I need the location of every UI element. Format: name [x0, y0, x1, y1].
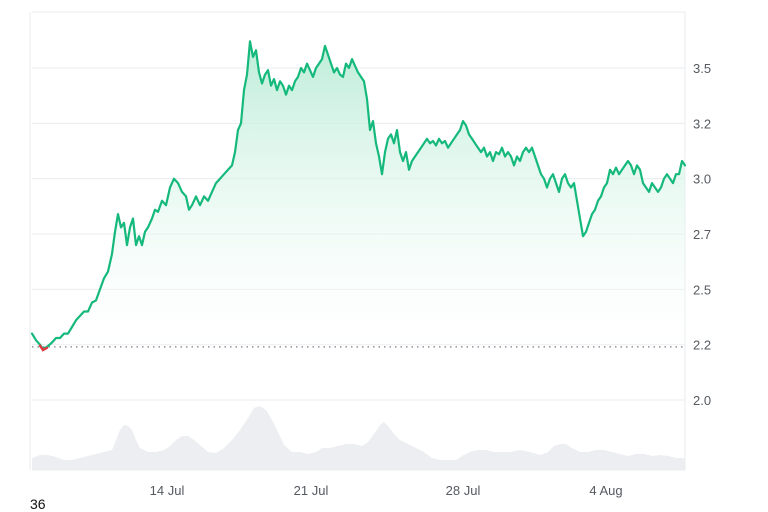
y-tick-label: 2.0 — [693, 393, 711, 408]
corner-label: 36 — [30, 496, 46, 512]
x-tick-label: 4 Aug — [589, 483, 622, 498]
x-tick-label: 14 Jul — [150, 483, 185, 498]
x-tick-label: 28 Jul — [446, 483, 481, 498]
volume-area — [32, 406, 685, 470]
start-point-marker — [38, 344, 49, 352]
y-tick-label: 3.2 — [693, 116, 711, 131]
volume-path — [32, 406, 685, 470]
y-tick-label: 2.2 — [693, 338, 711, 353]
y-tick-label: 3.5 — [693, 61, 711, 76]
x-tick-label: 21 Jul — [294, 483, 329, 498]
y-tick-label: 2.5 — [693, 282, 711, 297]
area-path — [32, 41, 685, 350]
price-line-path — [30, 40, 687, 351]
y-tick-label: 2.7 — [693, 227, 711, 242]
y-axis: 3.5 3.2 3.0 2.7 2.5 2.2 2.0 — [693, 61, 711, 408]
y-tick-label: 3.0 — [693, 172, 711, 187]
x-axis: 14 Jul 21 Jul 28 Jul 4 Aug — [150, 483, 623, 498]
price-line — [30, 40, 687, 351]
price-area-fill — [32, 41, 685, 350]
below-baseline-segment — [38, 344, 49, 352]
